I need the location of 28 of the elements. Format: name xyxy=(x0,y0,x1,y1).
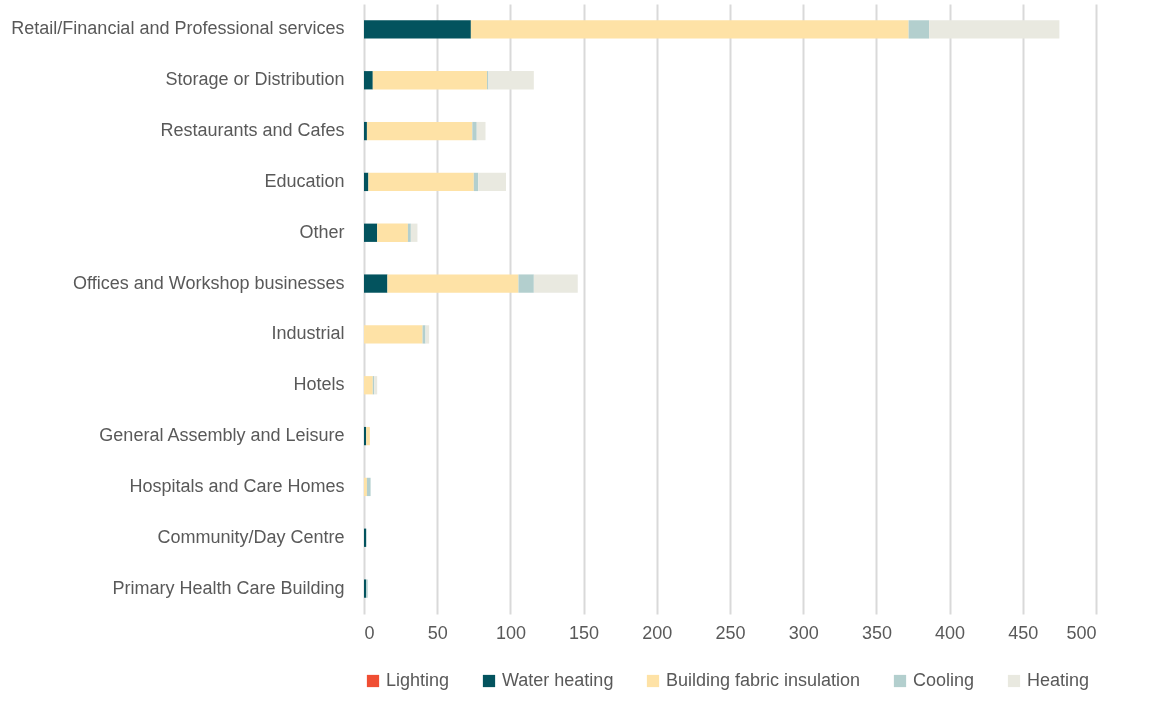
x-tick-label: 250 xyxy=(715,622,746,643)
y-tick-label: Primary Health Care Building xyxy=(112,577,345,598)
x-tick-label: 200 xyxy=(642,622,673,643)
y-tick-label: Offices and Workshop businesses xyxy=(73,272,345,293)
y-tick-label: Storage or Distribution xyxy=(165,69,345,90)
y-tick-label: Education xyxy=(264,170,345,191)
x-tick-label: 500 xyxy=(1066,622,1097,643)
y-tick-label: Community/Day Centre xyxy=(157,526,345,547)
x-tick-label: 100 xyxy=(495,622,526,643)
legend-label: Cooling xyxy=(913,670,975,690)
x-tick-label: 350 xyxy=(861,622,892,643)
y-tick-label: Hospitals and Care Homes xyxy=(129,475,345,496)
legend-label: Heating xyxy=(1027,670,1090,690)
x-tick-label: 150 xyxy=(569,622,600,643)
y-tick-label: Hotels xyxy=(293,374,345,395)
legend-label: Lighting xyxy=(386,670,450,690)
y-tick-label: Other xyxy=(299,221,345,242)
x-tick-label: 50 xyxy=(427,622,448,643)
x-tick-label: 400 xyxy=(935,622,966,643)
y-tick-label: General Assembly and Leisure xyxy=(99,425,345,446)
x-tick-label: 300 xyxy=(788,622,819,643)
y-tick-label: Restaurants and Cafes xyxy=(160,120,345,141)
y-tick-label: Retail/Financial and Professional services xyxy=(11,18,345,39)
y-tick-label: Industrial xyxy=(271,323,345,344)
legend-label: Water heating xyxy=(502,670,614,690)
legend-label: Building fabric insulation xyxy=(666,670,861,690)
x-tick-label: 0 xyxy=(364,622,375,643)
x-tick-label: 450 xyxy=(1008,622,1039,643)
